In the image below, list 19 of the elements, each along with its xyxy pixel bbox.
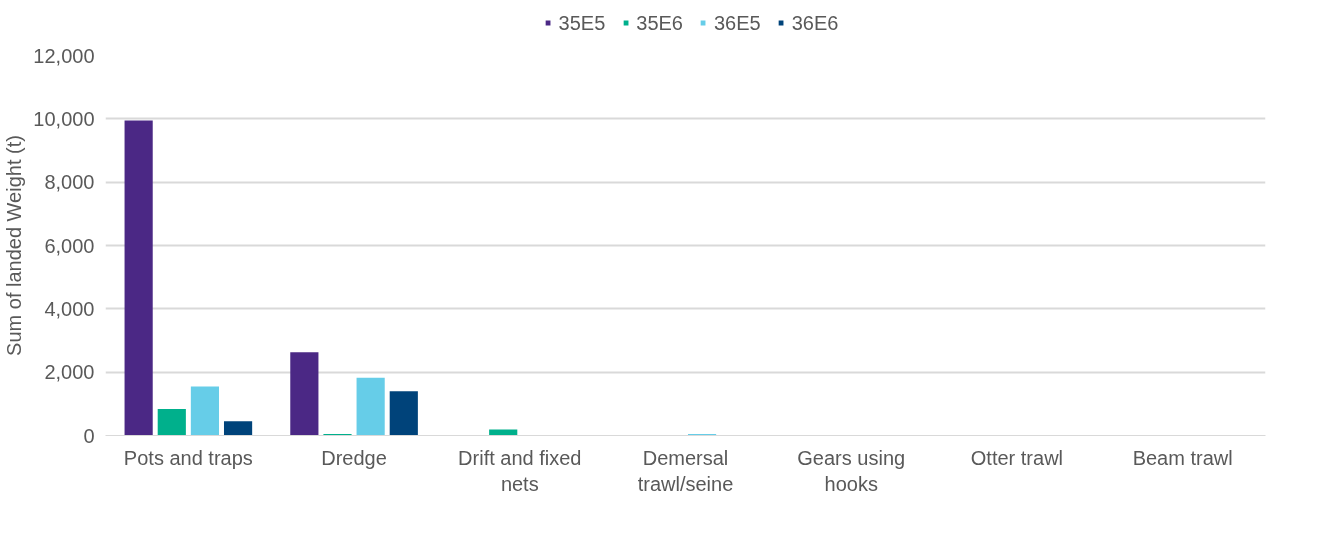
x-tick-label: Demersal trawl/seine bbox=[637, 446, 734, 495]
legend-label: 36E5 bbox=[714, 11, 761, 34]
legend-label: 36E6 bbox=[791, 11, 839, 34]
y-tick-label: 4,000 bbox=[44, 297, 95, 320]
legend-label: 35E6 bbox=[636, 11, 683, 34]
y-tick-label: 8,000 bbox=[44, 171, 95, 194]
legend-label: 35E5 bbox=[558, 11, 606, 34]
x-tick-label: Drift and fixed nets bbox=[458, 446, 582, 495]
y-tick-label: 0 bbox=[83, 424, 95, 447]
y-tick-label: 12,000 bbox=[33, 44, 95, 67]
x-tick-label: Beam trawl bbox=[1132, 446, 1233, 469]
y-axis-title: Sum of landed Weight (t) bbox=[3, 135, 26, 356]
x-tick-label: Otter trawl bbox=[970, 446, 1064, 469]
x-tick-label: Pots and traps bbox=[123, 446, 253, 469]
x-tick-label: Gears using hooks bbox=[797, 446, 906, 495]
y-tick-label: 2,000 bbox=[44, 361, 95, 384]
x-tick-label: Dredge bbox=[321, 446, 387, 469]
y-tick-label: 6,000 bbox=[44, 234, 95, 257]
y-tick-label: 10,000 bbox=[33, 107, 95, 130]
